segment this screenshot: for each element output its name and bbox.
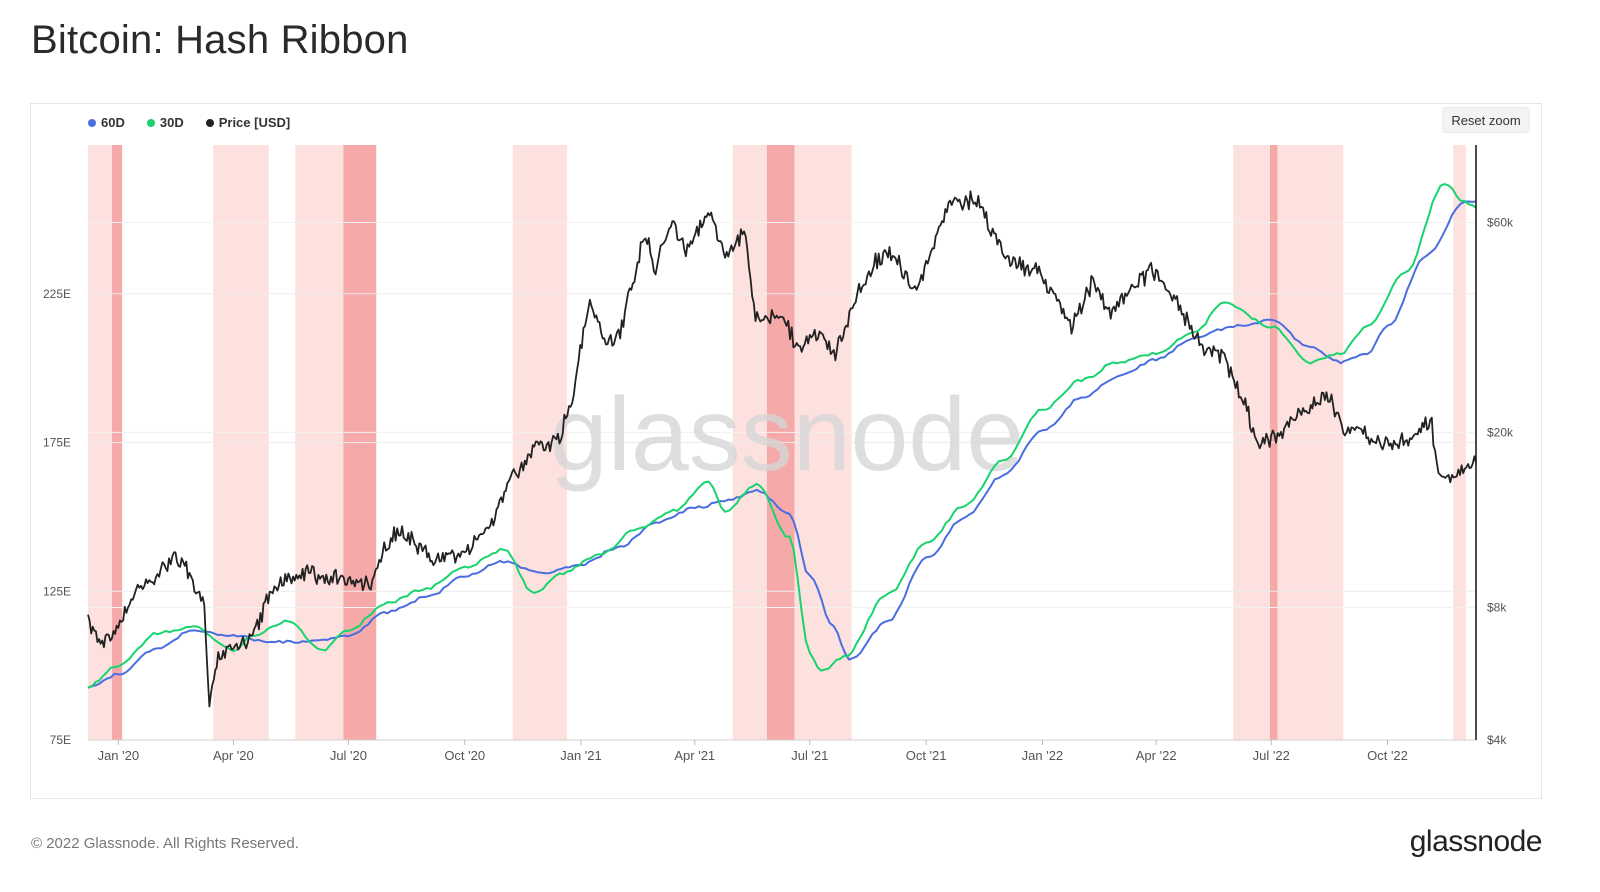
legend-label-price: Price [USD] — [218, 115, 291, 130]
glassnode-logo: glassnode — [1409, 825, 1543, 858]
legend-label-60d: 60D — [101, 115, 125, 130]
legend-label-30d: 30D — [159, 115, 184, 130]
legend-dot-60d — [88, 118, 96, 127]
chart-panel — [30, 103, 1542, 799]
legend-dot-30d — [146, 118, 155, 127]
page-title: Bitcoin: Hash Ribbon — [31, 18, 409, 62]
legend-item-60d[interactable]: 60D — [88, 115, 125, 130]
chart-legend: 60D 30D Price [USD] — [88, 115, 290, 130]
reset-zoom-button[interactable]: Reset zoom — [1442, 107, 1530, 133]
copyright-text: © 2022 Glassnode. All Rights Reserved. — [31, 835, 299, 852]
legend-item-30d[interactable]: 30D — [146, 115, 184, 130]
legend-item-price[interactable]: Price [USD] — [205, 115, 291, 130]
legend-dot-price — [205, 118, 214, 127]
